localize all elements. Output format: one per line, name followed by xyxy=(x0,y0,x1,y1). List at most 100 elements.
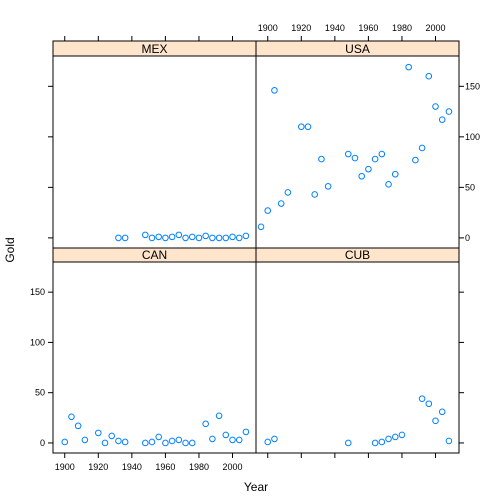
data-point xyxy=(81,436,89,444)
data-point xyxy=(175,436,183,444)
x-tick-label: 1900 xyxy=(55,462,75,472)
data-point xyxy=(344,439,352,447)
data-point xyxy=(371,155,379,163)
x-tick-label: 1980 xyxy=(392,23,412,33)
data-point xyxy=(195,234,203,242)
data-point xyxy=(235,234,243,242)
data-point xyxy=(155,233,162,241)
data-point xyxy=(235,436,243,444)
data-point xyxy=(271,87,278,94)
panel-frame xyxy=(52,261,257,454)
data-point xyxy=(215,234,223,242)
x-axis-top: 1900 1920 1940 1960 1980 2000 xyxy=(258,23,446,41)
y-tick-label: 50 xyxy=(465,182,475,192)
data-point xyxy=(162,234,169,242)
x-tick-label: 1900 xyxy=(258,23,278,33)
data-point xyxy=(277,200,285,207)
data-point xyxy=(68,413,75,421)
data-point xyxy=(418,395,426,403)
data-point xyxy=(398,431,406,439)
x-tick-label: 1980 xyxy=(189,462,209,472)
y-tick-label: 0 xyxy=(465,233,470,243)
data-point xyxy=(344,150,352,158)
data-point xyxy=(412,156,419,164)
data-point xyxy=(182,439,189,447)
x-tick-label: 1940 xyxy=(325,23,345,33)
data-point xyxy=(438,408,446,416)
y-axis-label: Gold xyxy=(3,237,17,262)
data-point xyxy=(148,234,156,242)
data-point xyxy=(385,181,392,188)
strip-label: CUB xyxy=(345,248,370,262)
data-point xyxy=(391,170,399,178)
panel-frame xyxy=(255,261,460,454)
y-tick-label: 100 xyxy=(465,132,480,142)
data-point xyxy=(264,438,272,446)
data-point xyxy=(425,72,433,80)
panel-can: CAN xyxy=(52,247,257,454)
strip-label: MEX xyxy=(141,42,167,56)
data-point xyxy=(115,234,122,242)
data-point xyxy=(324,183,332,190)
data-point xyxy=(202,232,209,240)
data-point xyxy=(304,123,312,131)
data-point xyxy=(209,435,216,443)
data-point xyxy=(385,435,392,443)
data-point xyxy=(242,428,250,436)
data-point xyxy=(418,144,426,152)
data-point xyxy=(425,400,433,408)
data-point xyxy=(318,155,325,163)
data-point xyxy=(202,420,209,428)
x-tick-label: 1920 xyxy=(88,462,108,472)
data-point xyxy=(311,191,319,198)
data-point xyxy=(297,123,305,131)
data-point xyxy=(257,223,265,231)
data-point xyxy=(168,233,176,241)
panel-usa: USA xyxy=(255,40,460,249)
data-point xyxy=(378,150,386,158)
x-tick-label: 1940 xyxy=(122,462,142,472)
data-point xyxy=(168,437,176,445)
x-tick-label: 1960 xyxy=(358,23,378,33)
panel-frame xyxy=(52,55,257,249)
data-point xyxy=(445,108,453,115)
x-tick-label: 1920 xyxy=(291,23,311,33)
data-point xyxy=(284,189,292,196)
data-point xyxy=(121,234,129,242)
data-point xyxy=(229,436,236,444)
data-point xyxy=(115,437,122,445)
data-point xyxy=(391,433,399,441)
data-point xyxy=(371,439,379,447)
inner-ticks xyxy=(48,36,464,458)
data-point xyxy=(432,103,439,110)
y-tick-label: 150 xyxy=(465,81,480,91)
data-point xyxy=(222,431,230,439)
data-point xyxy=(108,432,116,440)
data-point xyxy=(209,234,216,242)
data-point xyxy=(365,165,372,173)
x-axis-bottom: 1900 1920 1940 1960 1980 2000 xyxy=(55,453,243,472)
data-point xyxy=(141,439,149,447)
data-point xyxy=(271,435,278,443)
data-point xyxy=(175,231,183,239)
data-point xyxy=(188,439,196,447)
data-point xyxy=(229,233,236,241)
data-point xyxy=(101,439,109,447)
x-axis-label: Year xyxy=(244,480,268,494)
strip-label: CAN xyxy=(142,248,167,262)
data-point xyxy=(222,234,230,242)
x-tick-label: 2000 xyxy=(425,23,445,33)
panel-cub: CUB xyxy=(255,247,460,454)
data-point xyxy=(94,429,102,437)
data-point xyxy=(405,63,412,71)
data-point xyxy=(121,438,129,446)
data-point xyxy=(155,433,162,441)
data-point xyxy=(242,232,250,240)
y-axis-left: 0 50 100 150 xyxy=(30,287,53,448)
y-tick-label: 0 xyxy=(40,438,45,448)
data-point xyxy=(148,438,156,446)
data-point xyxy=(432,417,439,425)
strip-label: USA xyxy=(345,42,370,56)
